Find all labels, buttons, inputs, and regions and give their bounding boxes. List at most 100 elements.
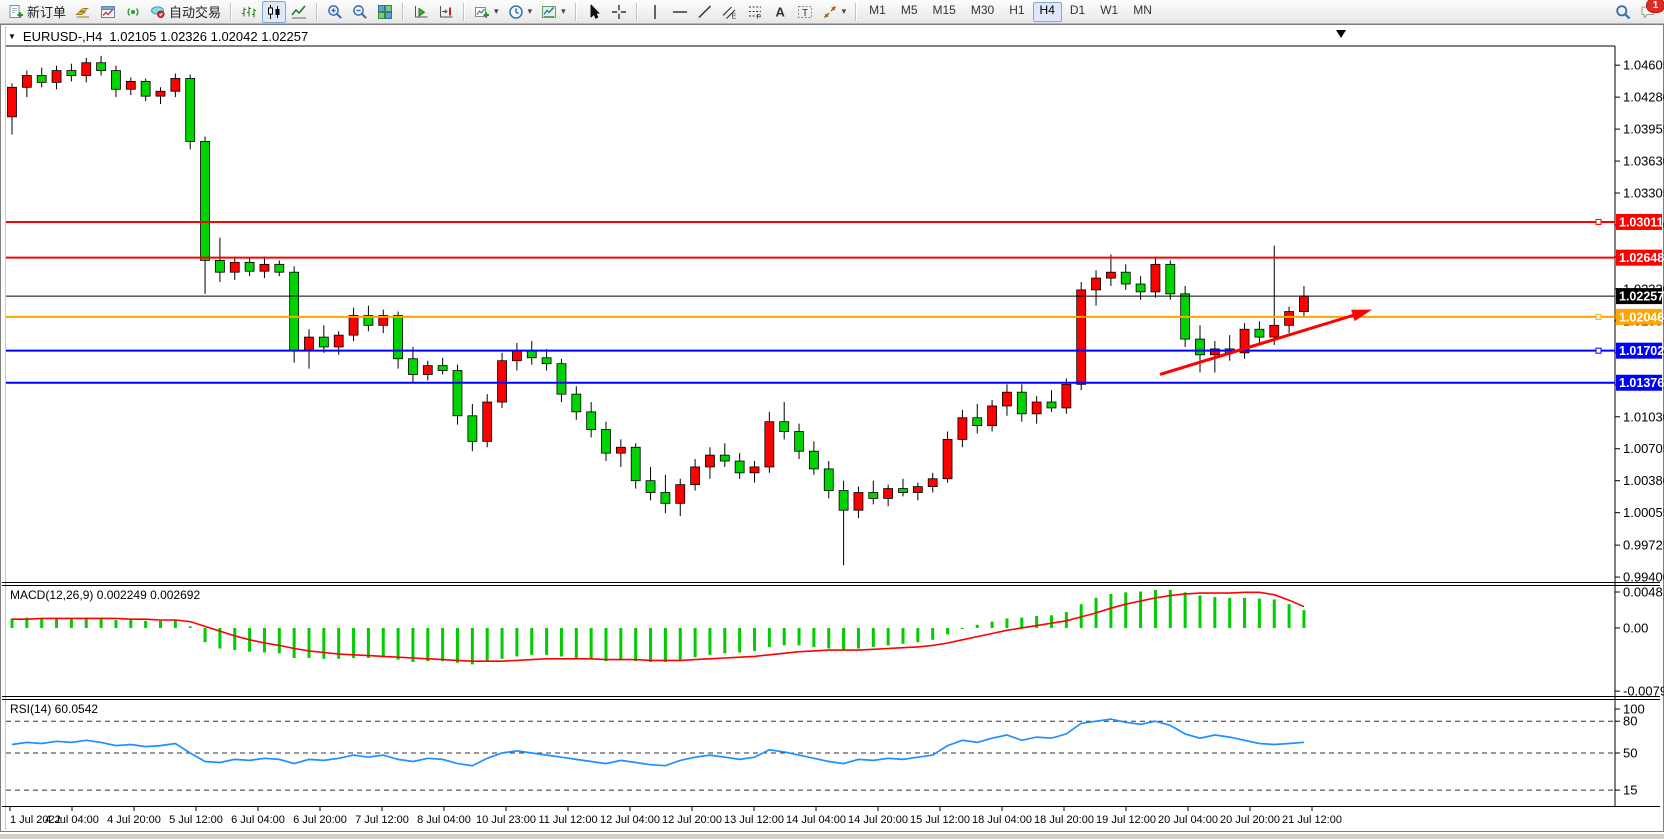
candle-body — [1270, 325, 1279, 337]
candle-body — [1002, 392, 1011, 406]
collapse-arrow-icon[interactable]: ▼ — [8, 32, 16, 41]
zoom-in-button[interactable] — [323, 1, 347, 23]
line-handle[interactable] — [1596, 348, 1601, 353]
candle-body — [468, 416, 477, 442]
macd-histogram-bar — [694, 628, 697, 657]
cursor-button[interactable] — [582, 1, 606, 23]
text-button[interactable]: A — [768, 1, 792, 23]
candlestick-chart-button[interactable] — [262, 1, 286, 23]
fibonacci-button[interactable]: F — [743, 1, 767, 23]
timeframe-m30[interactable]: M30 — [964, 2, 1001, 22]
signals-button[interactable] — [121, 1, 145, 23]
time-tick-label: 14 Jul 04:00 — [786, 814, 846, 826]
indicators-button[interactable]: ▾ — [470, 1, 503, 23]
candle-body — [527, 351, 536, 358]
line-chart-button[interactable] — [287, 1, 311, 23]
arrows-button[interactable]: ▾ — [818, 1, 851, 23]
candle-body — [186, 78, 195, 141]
svg-text:A: A — [775, 4, 785, 19]
price-line-label: 1.02046 — [1619, 310, 1664, 324]
macd-histogram-bar — [575, 628, 578, 658]
candle-body — [854, 493, 863, 511]
price-tick-label: 0.99725 — [1623, 538, 1664, 553]
market-watch-button[interactable] — [71, 1, 95, 23]
candle-body — [97, 63, 106, 71]
candle-body — [141, 81, 150, 96]
candle-body — [126, 81, 135, 89]
line-handle[interactable] — [1596, 219, 1601, 224]
window-border — [1, 25, 1664, 832]
periods-button[interactable]: ▾ — [504, 1, 537, 23]
candle-body — [691, 467, 700, 485]
auto-scroll-button[interactable] — [409, 1, 433, 23]
time-tick-label: 18 Jul 20:00 — [1034, 814, 1094, 826]
candle — [453, 365, 462, 425]
candle-body — [602, 430, 611, 454]
trendline-button[interactable] — [693, 1, 717, 23]
notification-badge: 1 — [1646, 0, 1664, 13]
candle — [483, 394, 492, 447]
timeframe-mn[interactable]: MN — [1126, 2, 1159, 22]
candle-body — [290, 272, 299, 351]
candle-body — [839, 491, 848, 511]
zoom-in-icon — [327, 4, 343, 20]
candle-body — [1062, 384, 1071, 408]
new-order-label: 新订单 — [27, 2, 66, 21]
chart-window[interactable]: 1.046051.042801.039551.036301.033051.029… — [0, 24, 1664, 834]
candle-body — [245, 262, 254, 271]
templates-button[interactable]: ▾ — [537, 1, 570, 23]
price-line-label: 1.01376 — [1619, 376, 1664, 390]
time-tick-label: 20 Jul 20:00 — [1220, 814, 1280, 826]
arrows-icon — [822, 4, 838, 20]
search-button[interactable] — [1611, 1, 1635, 23]
price-tick-label: 1.00055 — [1623, 505, 1664, 520]
rsi-axis-label: 15 — [1623, 783, 1637, 798]
equidistant-channel-button[interactable]: E — [718, 1, 742, 23]
new-order-button[interactable]: 新订单 — [4, 1, 70, 23]
bar-chart-button[interactable] — [237, 1, 261, 23]
macd-histogram-bar — [560, 628, 563, 656]
timeframe-m15[interactable]: M15 — [926, 2, 963, 22]
timeframe-m1[interactable]: M1 — [862, 2, 893, 22]
line-handle[interactable] — [1596, 314, 1601, 319]
chevron-down-icon: ▾ — [561, 6, 566, 17]
rsi-axis-label: 80 — [1623, 714, 1637, 729]
macd-histogram-bar — [189, 626, 192, 628]
timeframe-m5[interactable]: M5 — [894, 2, 925, 22]
timeframe-d1[interactable]: D1 — [1063, 2, 1092, 22]
toolbar-separator — [636, 3, 638, 21]
tile-windows-button[interactable] — [373, 1, 397, 23]
vertical-line-button[interactable] — [643, 1, 667, 23]
notifications-button[interactable]: 1 — [1636, 1, 1660, 23]
macd-histogram-bar — [70, 618, 73, 627]
chart-svg[interactable]: 1.046051.042801.039551.036301.033051.029… — [0, 24, 1664, 834]
toolbar-separator — [463, 3, 465, 21]
timeframe-w1[interactable]: W1 — [1093, 2, 1125, 22]
toolbar-separator — [316, 3, 318, 21]
candle-body — [913, 487, 922, 493]
chart-window-button[interactable] — [96, 1, 120, 23]
timeframe-h1[interactable]: H1 — [1002, 2, 1031, 22]
svg-text:T: T — [802, 8, 808, 19]
candle-body — [512, 351, 521, 361]
text-label-button[interactable]: T — [793, 1, 817, 23]
macd-histogram-bar — [605, 628, 608, 661]
time-tick-label: 18 Jul 04:00 — [972, 814, 1032, 826]
template-icon — [541, 4, 557, 20]
macd-histogram-bar — [530, 628, 533, 655]
zoom-out-button[interactable] — [348, 1, 372, 23]
macd-histogram-bar — [40, 618, 43, 627]
macd-histogram-bar — [1139, 592, 1142, 628]
candle-body — [156, 91, 165, 96]
rsi-axis-label: 50 — [1623, 746, 1637, 761]
macd-histogram-bar — [842, 628, 845, 650]
chart-shift-button[interactable] — [434, 1, 458, 23]
horizontal-line-button[interactable] — [668, 1, 692, 23]
candle-body — [1121, 272, 1130, 284]
text-label-icon: T — [797, 4, 813, 20]
crosshair-button[interactable] — [607, 1, 631, 23]
autotrading-button[interactable]: 自动交易 — [146, 1, 225, 23]
crosshair-icon — [611, 4, 627, 20]
candle-body — [542, 358, 551, 364]
timeframe-h4[interactable]: H4 — [1033, 2, 1062, 22]
